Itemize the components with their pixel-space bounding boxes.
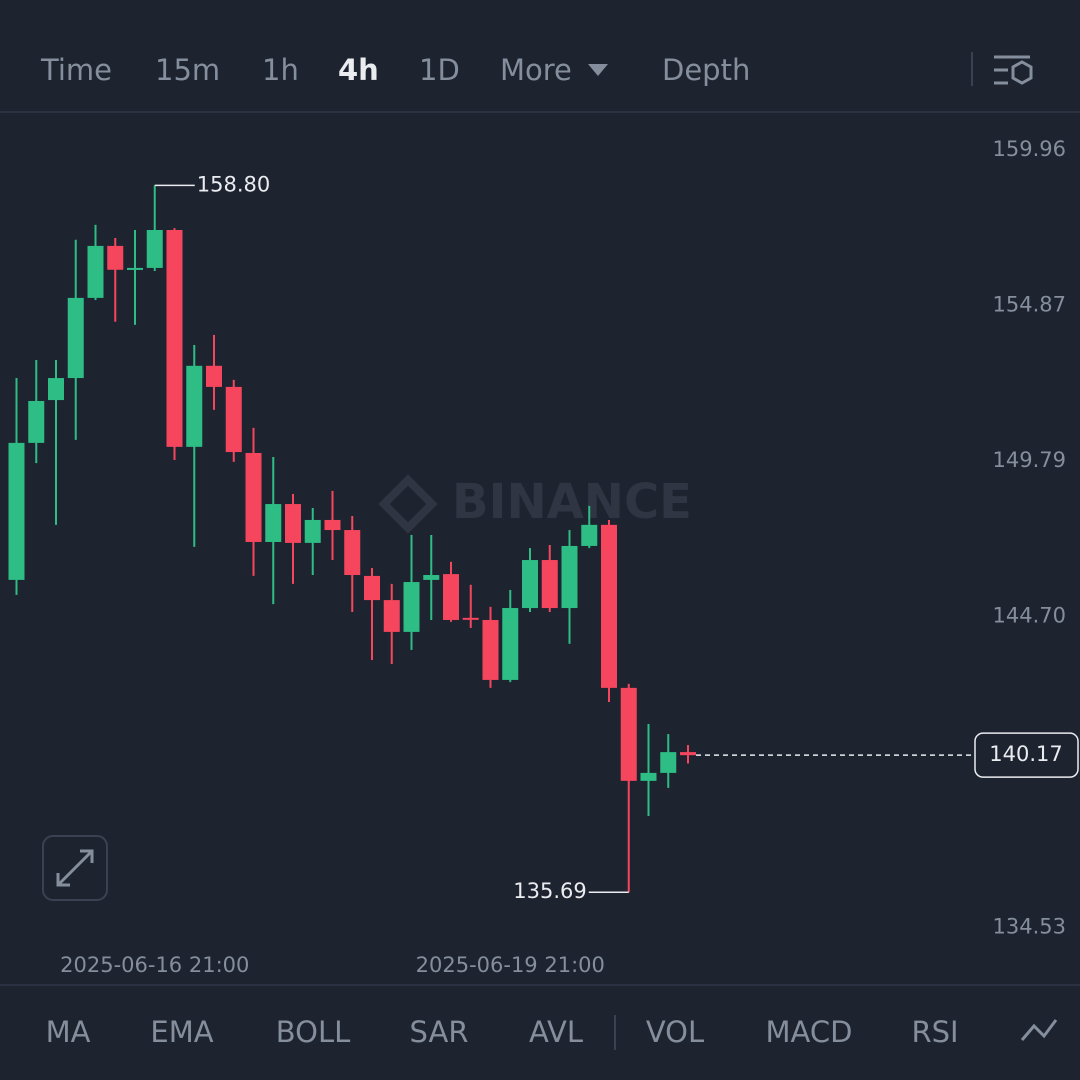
tab[interactable]: 1h bbox=[262, 53, 299, 87]
indicator-tab[interactable]: AVL bbox=[529, 1015, 583, 1049]
settings-icon[interactable] bbox=[994, 55, 1033, 85]
dropdown-arrow bbox=[588, 64, 608, 76]
candle-body bbox=[620, 687, 637, 781]
y-tick-label: 134.53 bbox=[993, 915, 1066, 939]
candle-body bbox=[48, 378, 64, 401]
candle-body bbox=[8, 442, 25, 580]
y-tick-label: 149.79 bbox=[993, 448, 1066, 472]
expand-frame bbox=[42, 835, 108, 901]
candle-body bbox=[462, 617, 479, 620]
candle-body bbox=[364, 575, 380, 601]
y-tick-label: 159.96 bbox=[993, 137, 1066, 161]
candle-body bbox=[107, 245, 124, 270]
indicator-tab[interactable]: SAR bbox=[410, 1015, 469, 1049]
tab[interactable]: Time bbox=[40, 53, 112, 87]
candle-body bbox=[482, 619, 499, 680]
last-price-box bbox=[974, 732, 1079, 778]
indicator-tab[interactable]: EMA bbox=[150, 1015, 213, 1049]
x-tick-label: 2025-06-16 21:00 bbox=[60, 953, 249, 977]
min-label: 135.69 bbox=[513, 879, 586, 903]
tab[interactable]: Depth bbox=[662, 53, 750, 87]
last-price-label: 140.17 bbox=[989, 742, 1062, 766]
candle-body bbox=[304, 519, 321, 543]
tab[interactable]: 15m bbox=[155, 53, 220, 87]
candle-body bbox=[127, 267, 143, 270]
indicator-tab[interactable]: MACD bbox=[766, 1015, 853, 1049]
candle-body bbox=[344, 530, 361, 576]
candle-body bbox=[502, 608, 519, 680]
candle-body bbox=[443, 574, 459, 620]
candle-body bbox=[522, 560, 538, 609]
candle-body bbox=[146, 230, 163, 268]
tab[interactable]: More bbox=[500, 53, 572, 87]
candle-body bbox=[225, 386, 242, 453]
candle-body bbox=[640, 772, 657, 781]
watermark-diamond bbox=[378, 474, 438, 534]
icon-hex bbox=[1011, 60, 1033, 85]
expand-arrows bbox=[56, 849, 94, 887]
candle-body bbox=[403, 582, 420, 632]
candle-body bbox=[285, 504, 301, 543]
candle-body bbox=[28, 400, 45, 443]
candle-body bbox=[87, 245, 104, 298]
candle-body bbox=[67, 297, 84, 379]
candle-body bbox=[541, 560, 558, 609]
indicator-tab[interactable]: RSI bbox=[911, 1015, 958, 1049]
candle-body bbox=[166, 230, 183, 447]
candle-body bbox=[383, 600, 400, 632]
candle-body bbox=[561, 545, 578, 609]
candle-body bbox=[423, 575, 440, 580]
candle-body bbox=[265, 504, 282, 542]
watermark: BINANCE bbox=[452, 474, 692, 530]
indicator-tab[interactable]: BOLL bbox=[276, 1015, 351, 1049]
x-tick-label: 2025-06-19 21:00 bbox=[416, 953, 605, 977]
candle-body bbox=[324, 519, 341, 531]
indicator-tab[interactable]: MA bbox=[46, 1015, 91, 1049]
candle-body bbox=[245, 452, 262, 542]
tab[interactable]: 1D bbox=[419, 53, 460, 87]
chart-icon[interactable] bbox=[1020, 1019, 1058, 1041]
y-tick-label: 144.70 bbox=[993, 604, 1066, 628]
indicator-tab[interactable]: VOL bbox=[646, 1015, 704, 1049]
candle-body bbox=[206, 365, 222, 387]
expand-button[interactable] bbox=[42, 835, 108, 901]
candle-body bbox=[660, 752, 677, 773]
y-tick-label: 154.87 bbox=[993, 293, 1066, 317]
candle-body bbox=[581, 524, 598, 546]
candle-body bbox=[186, 365, 203, 447]
tab[interactable]: 4h bbox=[338, 53, 379, 87]
max-label: 158.80 bbox=[197, 172, 270, 196]
watermark-logo bbox=[378, 474, 438, 534]
candle-body bbox=[601, 524, 617, 688]
candle-body bbox=[680, 752, 696, 756]
